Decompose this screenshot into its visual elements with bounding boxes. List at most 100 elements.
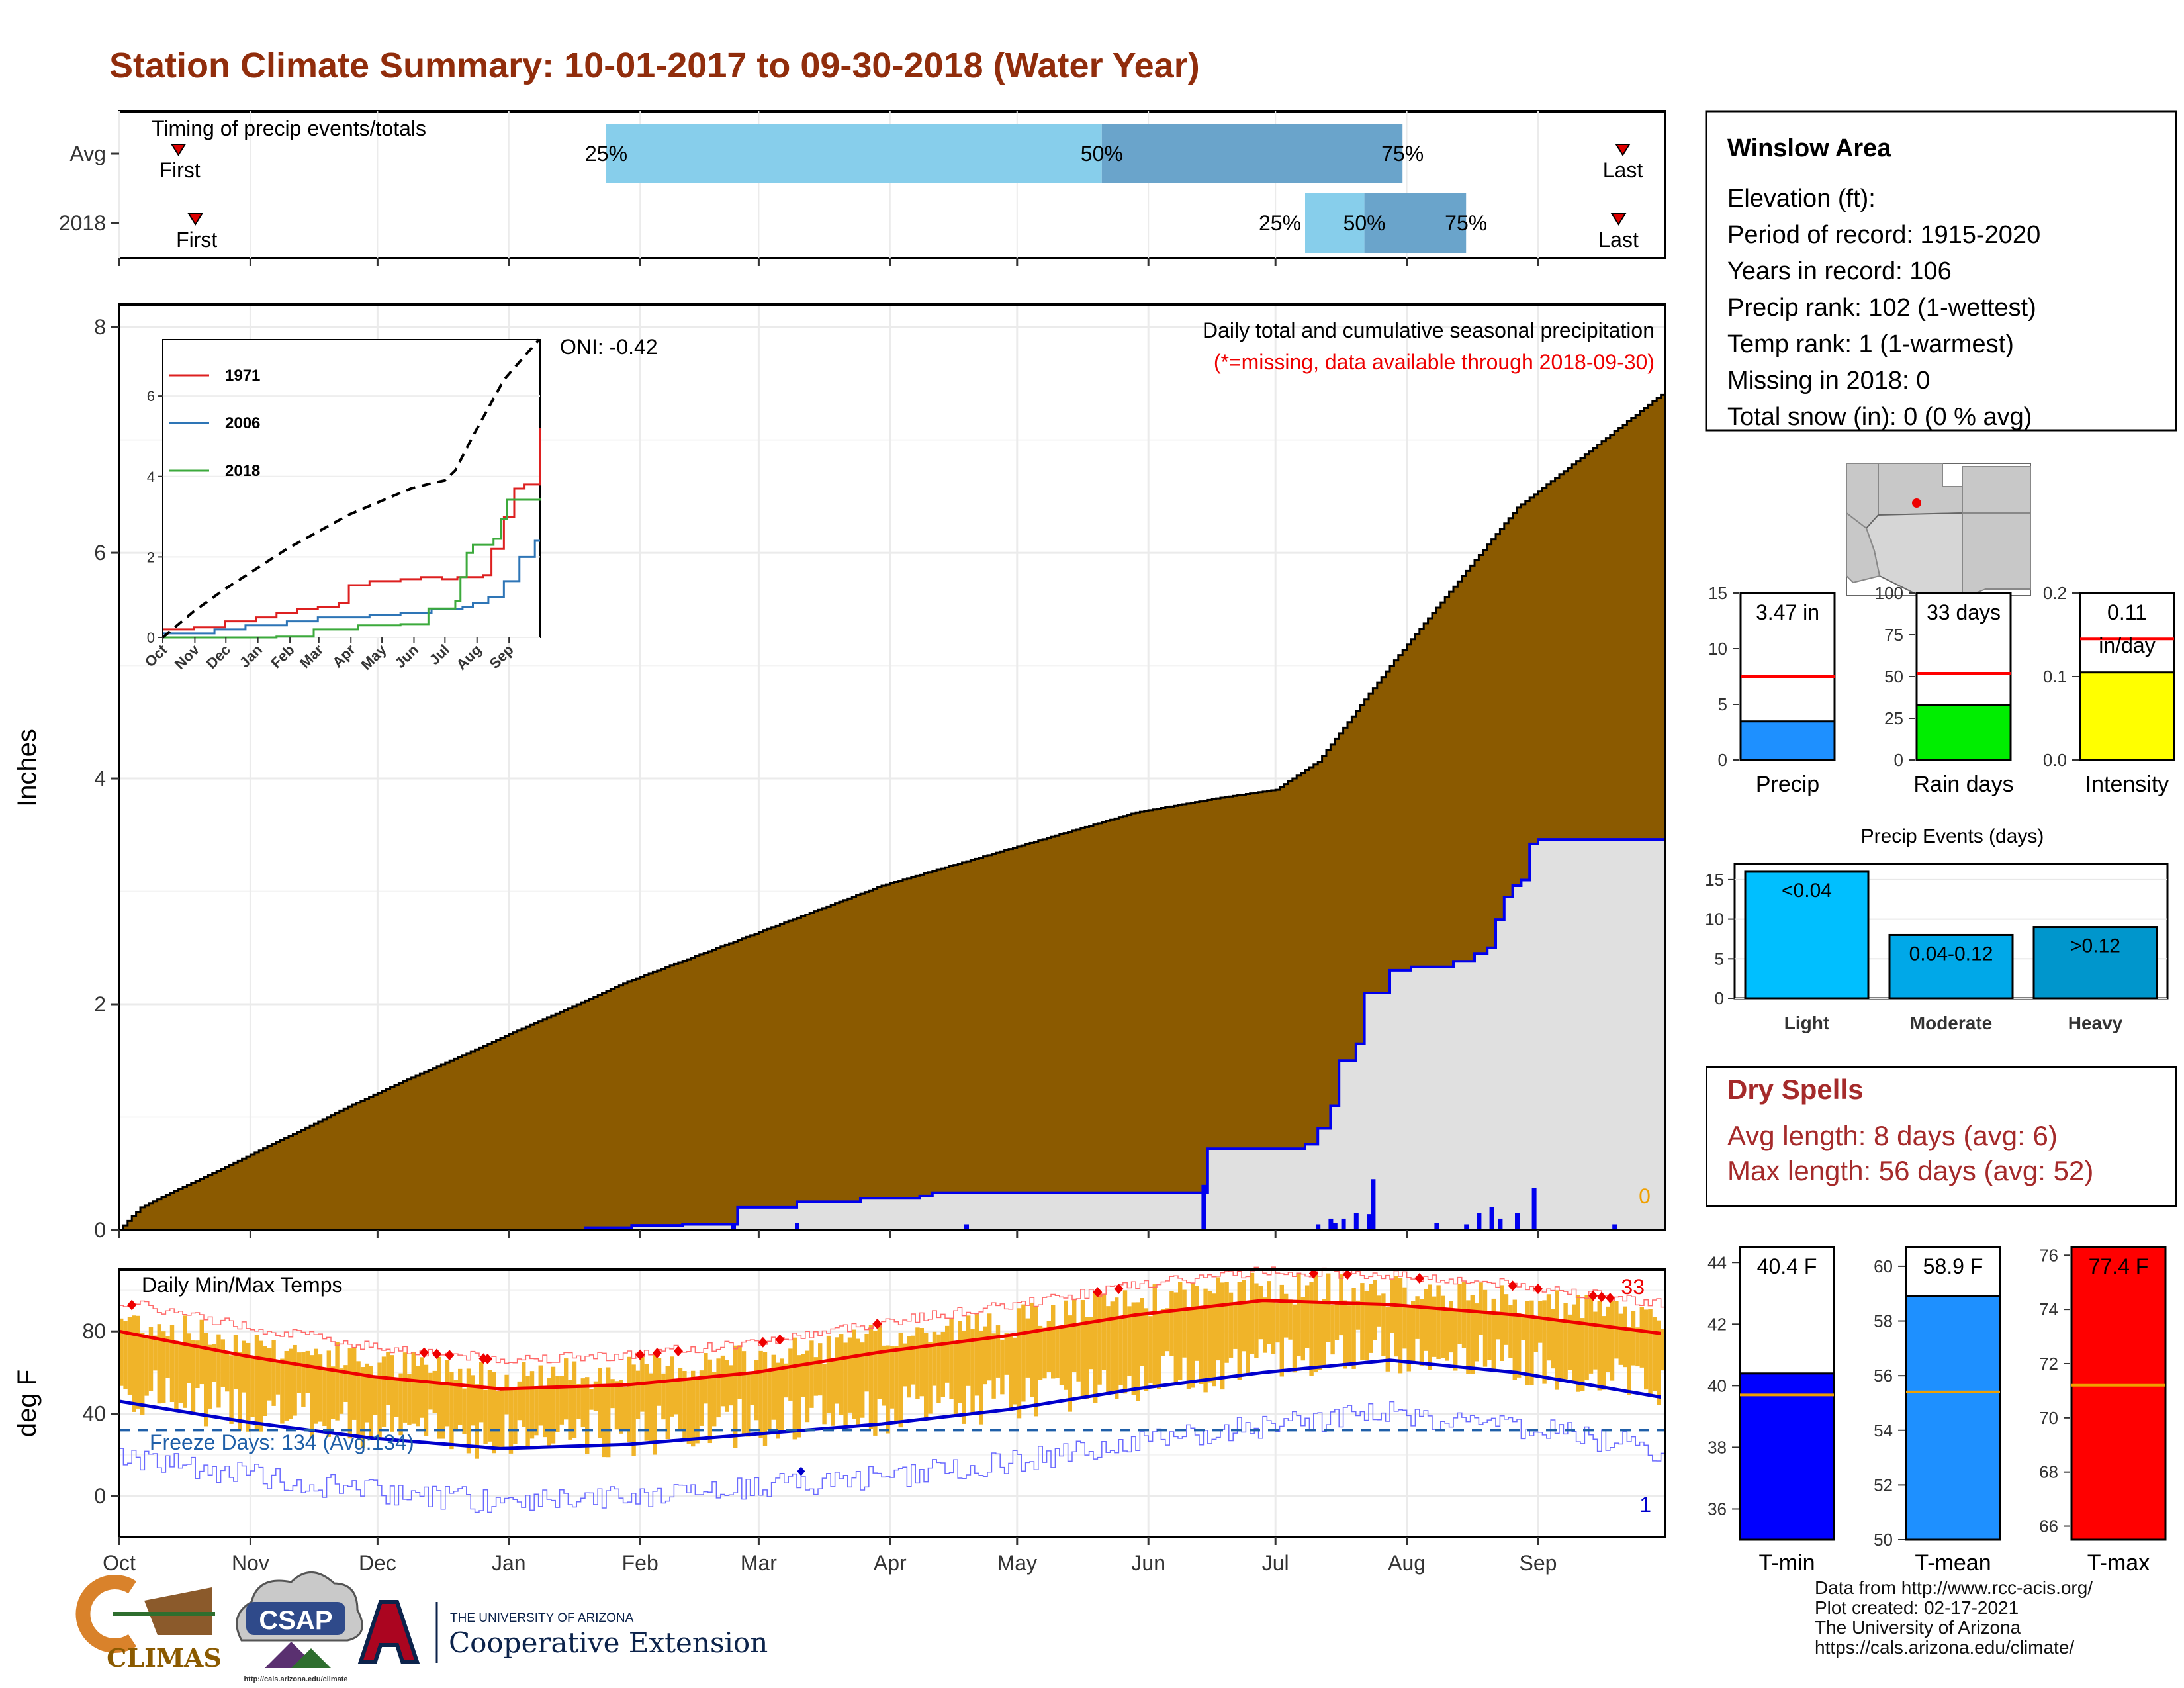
daily-temp-range-bar: [1398, 1278, 1403, 1374]
mini-panel-y-tick-label: 60: [1874, 1256, 1893, 1276]
temp-x-tick-label: Dec: [359, 1551, 396, 1575]
avg-max-temp-line: [118, 1299, 1661, 1391]
mini-panel-value-label: 40.4 F: [1757, 1254, 1817, 1278]
inset-series-line-avg: [161, 338, 540, 639]
temps-ylabel: deg F: [13, 1370, 42, 1437]
daily-temp-range-bar: [1212, 1293, 1216, 1387]
mini-panel-y-tick-label: 72: [2039, 1354, 2058, 1374]
daily-temp-range-bar: [229, 1355, 234, 1424]
record-high-marker: [432, 1348, 441, 1360]
daily-temp-range-bar: [365, 1363, 369, 1423]
daily-temp-range-bar: [136, 1315, 140, 1409]
daily-temp-range-bar: [606, 1367, 611, 1458]
daily-temp-range-bar: [132, 1315, 136, 1412]
temp-y-tick-label: 80: [82, 1319, 106, 1343]
timing-bar-50-75: [1101, 124, 1403, 183]
daily-temp-range-bar: [983, 1326, 987, 1385]
timing-chart: 25% 50% 75% First Last 25% 50% 75% First Last Tim…: [59, 110, 1666, 266]
precip-events-bar: [1744, 870, 1870, 1000]
precip-events-bar-label: 0.04-0.12: [1909, 943, 1993, 964]
daily-temp-range-bar: [543, 1387, 547, 1438]
daily-temp-range-bar: [1009, 1336, 1013, 1411]
daily-precip-bar: [1353, 1213, 1359, 1230]
temp-y-tick-label: 0: [94, 1484, 106, 1508]
record-high-count: 33: [1621, 1275, 1645, 1299]
daily-temp-range-bar: [1542, 1300, 1547, 1384]
daily-temp-range-bar: [432, 1370, 437, 1413]
daily-temp-range-bar: [864, 1333, 869, 1392]
daily-temp-range-bar: [995, 1325, 1001, 1378]
locator-map: [1846, 463, 2031, 596]
daily-temp-range-bar: [1466, 1300, 1471, 1374]
record-high-marker: [1588, 1290, 1598, 1301]
daily-temp-range-bar: [1500, 1285, 1504, 1362]
daily-temp-range-bar: [280, 1358, 285, 1424]
inset-legend-label: 1971: [225, 367, 260, 385]
daily-temp-range-bar: [835, 1337, 839, 1404]
daily-temp-range-bar: [750, 1372, 754, 1405]
daily-temp-range-bar: [936, 1334, 941, 1403]
record-high-marker: [1597, 1291, 1606, 1303]
station-location-dot: [1912, 498, 1921, 508]
precip-events-category-label: Moderate: [1910, 1013, 1992, 1033]
daily-temp-range-bar: [424, 1364, 429, 1436]
daily-temp-range-bar: [208, 1344, 212, 1409]
daily-temp-range-bar: [1085, 1317, 1089, 1400]
mini-panel-y-tick-label: 5: [1718, 694, 1727, 714]
daily-temp-range-bar: [1089, 1317, 1093, 1370]
daily-temp-range-bar: [1140, 1298, 1144, 1366]
daily-temp-range-bar: [754, 1360, 759, 1421]
csap-logo: CSAP http://cals.arizona.edu/climate: [236, 1571, 363, 1683]
mini-panel-value-label: 33 days: [1927, 600, 2001, 624]
daily-precip-bar: [1489, 1207, 1494, 1230]
daily-temp-range-bar: [555, 1376, 560, 1432]
daily-temp-range-bar: [1428, 1284, 1432, 1370]
daily-temp-range-bar: [1115, 1297, 1119, 1399]
daily-temp-range-bar: [966, 1315, 971, 1386]
state-colorado: [1962, 466, 2031, 514]
daily-temp-range-bar: [310, 1355, 314, 1439]
daily-temp-range-bar: [522, 1362, 526, 1427]
daily-temp-range-bar: [1173, 1292, 1178, 1385]
mini-panel-value-label: 58.9 F: [1923, 1254, 1983, 1278]
daily-temp-range-bar: [347, 1348, 352, 1439]
daily-temp-range-bar: [428, 1372, 433, 1410]
daily-temp-range-bar: [1068, 1315, 1072, 1412]
daily-temp-range-bar: [1339, 1274, 1343, 1336]
timing-first-marker: [187, 213, 204, 226]
daily-temp-range-bar: [1131, 1302, 1136, 1395]
daily-temp-range-bar: [627, 1356, 632, 1442]
precip-events-title: Precip Events (days): [1861, 825, 2044, 847]
daily-temp-range-bar: [826, 1335, 831, 1413]
daily-temp-range-bar: [623, 1387, 627, 1429]
daily-temp-range-bar: [263, 1346, 267, 1417]
daily-temp-range-bar: [1322, 1299, 1326, 1366]
daily-temp-range-bar: [326, 1350, 331, 1437]
daily-temp-range-bar: [1297, 1272, 1301, 1356]
station-name: Winslow Area: [1727, 134, 1891, 162]
daily-temp-range-bar: [1517, 1313, 1522, 1378]
mini-panel-name: T-max: [2087, 1550, 2150, 1575]
daily-temp-range-bar: [1195, 1286, 1199, 1361]
daily-precip-bar: [1531, 1188, 1537, 1230]
daily-temp-range-bar: [513, 1387, 518, 1444]
daily-temp-range-bar: [1042, 1327, 1047, 1379]
daily-temp-range-bar: [225, 1351, 230, 1392]
daily-temp-range-bar: [1064, 1300, 1068, 1390]
daily-temp-range-bar: [593, 1381, 598, 1411]
daily-temp-range-bar: [1491, 1298, 1496, 1370]
daily-temp-range-bar: [741, 1351, 747, 1434]
daily-temp-range-bar: [572, 1361, 577, 1438]
record-high-marker: [673, 1346, 683, 1357]
mini-panel-y-tick-label: 50: [1874, 1530, 1893, 1550]
daily-temp-range-bar: [1394, 1276, 1398, 1357]
temp-x-tick-label: Mar: [741, 1551, 777, 1575]
daily-temp-range-bar: [974, 1314, 979, 1396]
daily-temp-range-bar: [1351, 1288, 1356, 1369]
mini-panel-y-tick-label: 50: [1884, 667, 1903, 686]
daily-temp-range-bar: [868, 1325, 874, 1429]
daily-temp-range-bar: [928, 1342, 933, 1414]
daily-temp-range-bar: [352, 1346, 357, 1420]
